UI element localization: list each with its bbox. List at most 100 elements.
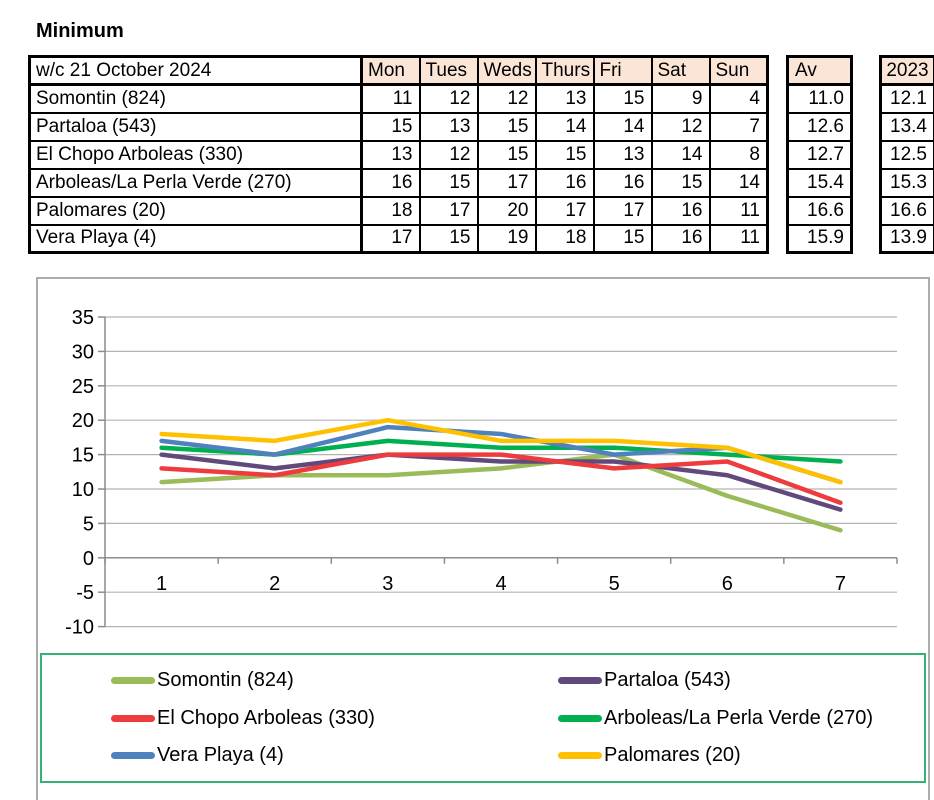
value-cell[interactable]: 13 <box>592 139 653 170</box>
legend-swatch-icon <box>558 677 602 685</box>
prev-year-cell[interactable]: 15.3 <box>879 167 934 198</box>
value-cell[interactable]: 13 <box>360 139 421 170</box>
value-cell[interactable]: 16 <box>592 167 653 198</box>
location-cell[interactable]: Somontin (824) <box>28 83 363 114</box>
value-cell[interactable]: 12 <box>418 83 479 114</box>
value-cell[interactable]: 15 <box>534 139 595 170</box>
prev-year-cell[interactable]: 13.9 <box>879 223 934 254</box>
value-cell[interactable]: 16 <box>650 195 711 226</box>
legend-swatch-icon <box>111 714 155 722</box>
value-cell[interactable]: 15 <box>592 223 653 254</box>
table-header-row: w/c 21 October 2024 Mon Tues Weds Thurs Fri S… <box>28 55 769 86</box>
average-cell[interactable]: 16.6 <box>786 195 853 226</box>
legend-item[interactable]: Palomares (20) <box>558 744 873 767</box>
legend-item[interactable]: Somontin (824) <box>111 669 558 692</box>
value-cell[interactable]: 15 <box>360 111 421 142</box>
value-cell[interactable]: 16 <box>534 167 595 198</box>
location-cell[interactable]: Partaloa (543) <box>28 111 363 142</box>
x-axis-label: 6 <box>722 573 733 595</box>
value-cell[interactable]: 15 <box>476 139 537 170</box>
value-cell[interactable]: 15 <box>476 111 537 142</box>
value-cell[interactable]: 19 <box>476 223 537 254</box>
day-header-cell[interactable]: Sun <box>708 55 769 86</box>
value-cell[interactable]: 15 <box>592 83 653 114</box>
value-cell[interactable]: 13 <box>418 111 479 142</box>
value-cell[interactable]: 14 <box>650 139 711 170</box>
chart-legend: Somontin (824) El Chopo Arboleas (330) Ver… <box>40 653 926 783</box>
table-row: Arboleas/La Perla Verde (270) 16 15 17 16 16 1… <box>28 167 769 198</box>
value-cell[interactable]: 17 <box>476 167 537 198</box>
value-cell[interactable]: 12 <box>476 83 537 114</box>
value-cell[interactable]: 9 <box>650 83 711 114</box>
legend-item[interactable]: Partaloa (543) <box>558 669 873 692</box>
line-chart: 35 30 25 20 15 10 5 0 -5 -10 1 2 3 4 5 6 7 <box>65 307 898 639</box>
legend-item[interactable]: Arboleas/La Perla Verde (270) <box>558 707 873 730</box>
value-cell[interactable]: 17 <box>592 195 653 226</box>
value-cell[interactable]: 12 <box>650 111 711 142</box>
value-cell[interactable]: 17 <box>418 195 479 226</box>
day-header-cell[interactable]: Thurs <box>534 55 595 86</box>
legend-label: Palomares (20) <box>604 743 741 766</box>
value-cell[interactable]: 15 <box>418 167 479 198</box>
value-cell[interactable]: 16 <box>360 167 421 198</box>
value-cell[interactable]: 17 <box>360 223 421 254</box>
y-axis-label: 5 <box>83 513 94 535</box>
location-cell[interactable]: El Chopo Arboleas (330) <box>28 139 363 170</box>
value-cell[interactable]: 8 <box>708 139 769 170</box>
y-axis-label: 30 <box>72 341 94 363</box>
series-line <box>159 417 843 485</box>
value-cell[interactable]: 11 <box>708 195 769 226</box>
legend-label: Partaloa (543) <box>604 669 731 692</box>
value-cell[interactable]: 11 <box>708 223 769 254</box>
legend-label: Arboleas/La Perla Verde (270) <box>604 706 874 729</box>
location-cell[interactable]: Vera Playa (4) <box>28 223 363 254</box>
value-cell[interactable]: 17 <box>534 195 595 226</box>
value-cell[interactable]: 15 <box>418 223 479 254</box>
average-cell[interactable]: 12.7 <box>786 139 853 170</box>
y-axis-label: 25 <box>72 376 94 398</box>
legend-item[interactable]: Vera Playa (4) <box>111 744 558 767</box>
day-header-cell[interactable]: Fri <box>592 55 653 86</box>
value-cell[interactable]: 11 <box>360 83 421 114</box>
value-cell[interactable]: 14 <box>708 167 769 198</box>
y-axis-label: 10 <box>72 479 94 501</box>
week-label-cell[interactable]: w/c 21 October 2024 <box>28 55 363 86</box>
prev-year-cell[interactable]: 12.5 <box>879 139 934 170</box>
day-header-cell[interactable]: Sat <box>650 55 711 86</box>
value-cell[interactable]: 20 <box>476 195 537 226</box>
day-header-cell[interactable]: Tues <box>418 55 479 86</box>
value-cell[interactable]: 18 <box>360 195 421 226</box>
average-header-cell[interactable]: Av <box>786 55 853 86</box>
table-row: Palomares (20) 18 17 20 17 17 16 11 <box>28 195 769 226</box>
value-cell[interactable]: 18 <box>534 223 595 254</box>
y-axis-label: 20 <box>72 410 94 432</box>
average-cell[interactable]: 12.6 <box>786 111 853 142</box>
y-axis-label: -10 <box>65 617 94 639</box>
location-cell[interactable]: Arboleas/La Perla Verde (270) <box>28 167 363 198</box>
value-cell[interactable]: 15 <box>650 167 711 198</box>
series-line <box>159 452 843 512</box>
average-cell[interactable]: 15.9 <box>786 223 853 254</box>
value-cell[interactable]: 13 <box>534 83 595 114</box>
day-header-cell[interactable]: Mon <box>360 55 421 86</box>
value-cell[interactable]: 12 <box>418 139 479 170</box>
data-tables: w/c 21 October 2024 Mon Tues Weds Thurs Fri S… <box>28 55 934 254</box>
legend-label: Somontin (824) <box>157 669 294 692</box>
value-cell[interactable]: 4 <box>708 83 769 114</box>
value-cell[interactable]: 7 <box>708 111 769 142</box>
legend-item[interactable]: El Chopo Arboleas (330) <box>111 707 558 730</box>
chart-container[interactable]: 35 30 25 20 15 10 5 0 -5 -10 1 2 3 4 5 6 7 Somontin (824… <box>36 277 930 800</box>
prev-year-cell[interactable]: 13.4 <box>879 111 934 142</box>
average-cell[interactable]: 11.0 <box>786 83 853 114</box>
value-cell[interactable]: 14 <box>534 111 595 142</box>
prev-year-header-cell[interactable]: 2023 <box>879 55 934 86</box>
prev-year-cell[interactable]: 12.1 <box>879 83 934 114</box>
day-header-cell[interactable]: Weds <box>476 55 537 86</box>
average-cell[interactable]: 15.4 <box>786 167 853 198</box>
prev-year-cell[interactable]: 16.6 <box>879 195 934 226</box>
legend-column: Partaloa (543) Arboleas/La Perla Verde (2… <box>558 655 873 781</box>
table-row: El Chopo Arboleas (330) 13 12 15 15 13 14 8 <box>28 139 769 170</box>
value-cell[interactable]: 14 <box>592 111 653 142</box>
location-cell[interactable]: Palomares (20) <box>28 195 363 226</box>
value-cell[interactable]: 16 <box>650 223 711 254</box>
